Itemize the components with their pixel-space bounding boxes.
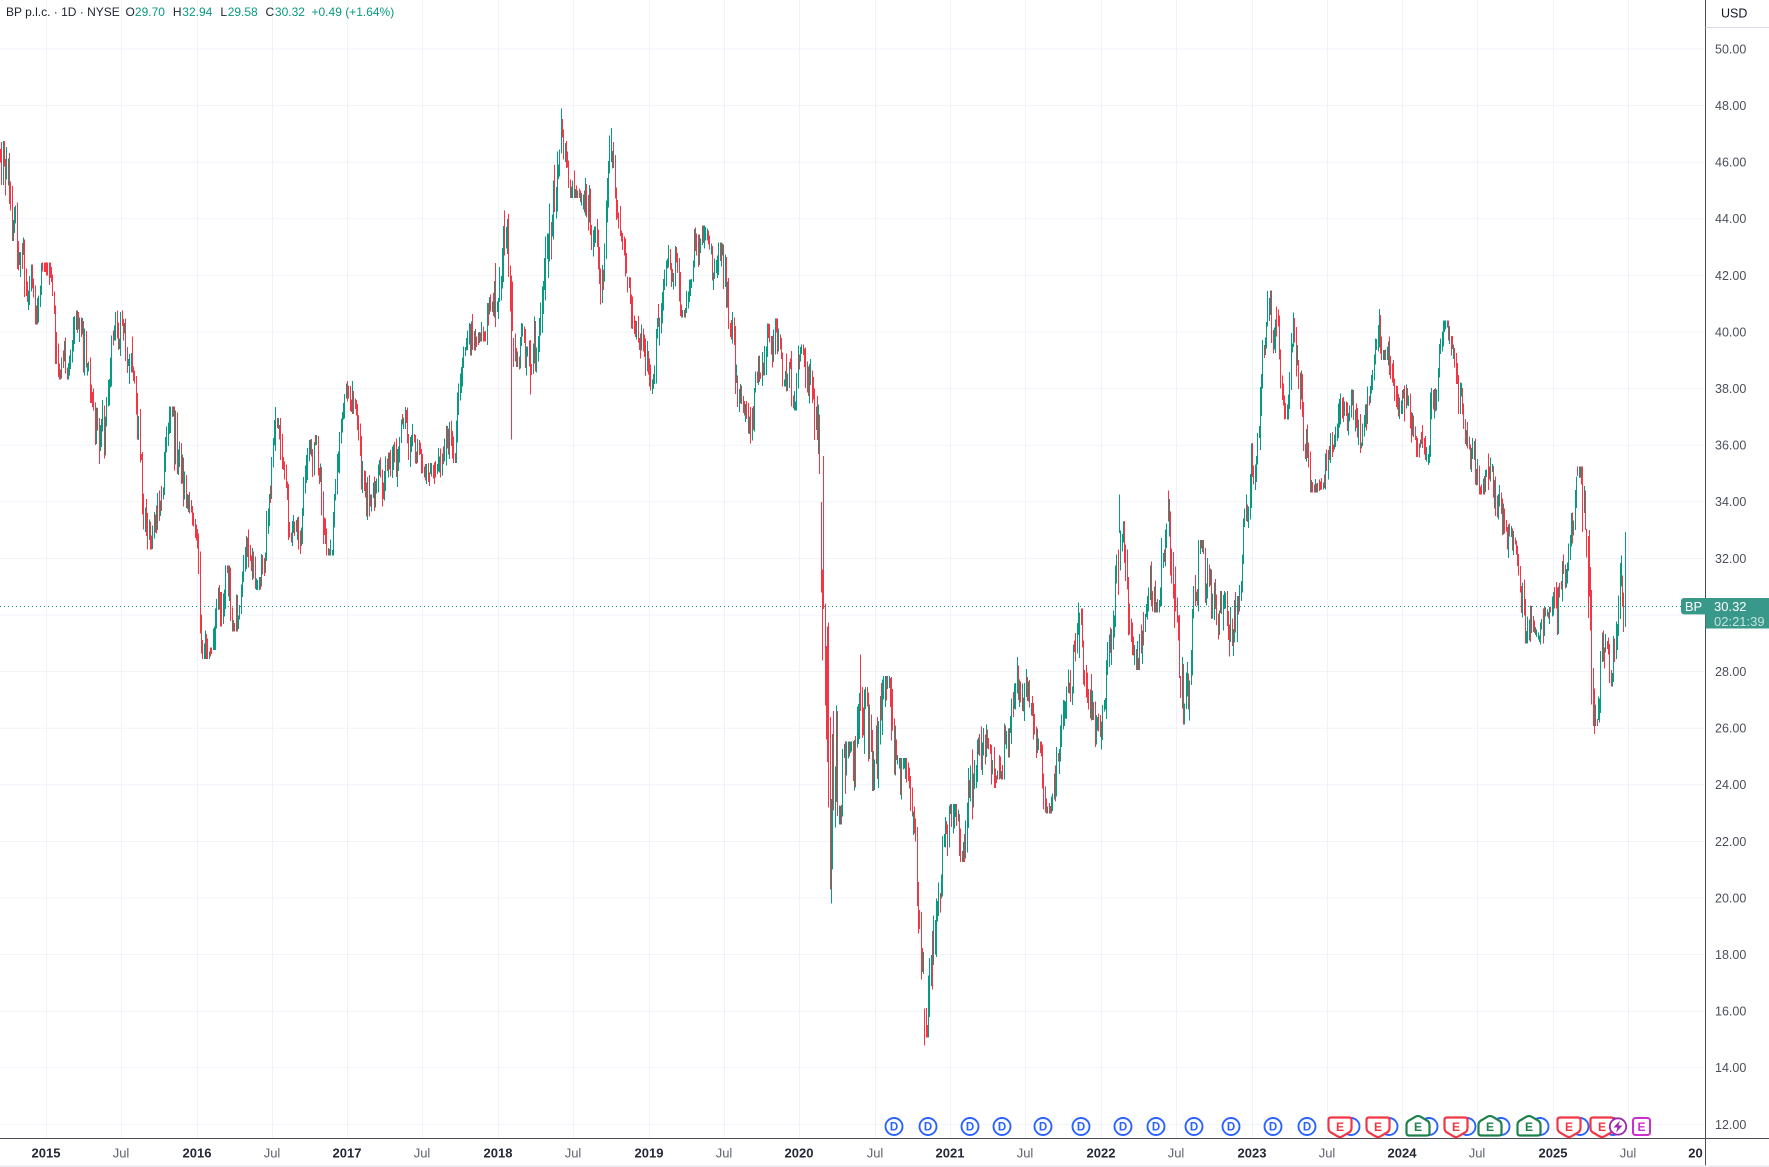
svg-text:20.00: 20.00: [1715, 891, 1746, 905]
svg-text:Jul: Jul: [1168, 1146, 1185, 1161]
svg-text:D: D: [1152, 1122, 1160, 1134]
svg-text:2020: 2020: [785, 1146, 814, 1161]
svg-text:30.32: 30.32: [1714, 599, 1747, 614]
svg-text:H: H: [173, 5, 182, 19]
svg-text:18.00: 18.00: [1715, 948, 1746, 962]
svg-text:E: E: [1486, 1120, 1494, 1134]
svg-text:Jul: Jul: [1469, 1146, 1486, 1161]
svg-text:2017: 2017: [333, 1146, 362, 1161]
svg-text:32.94: 32.94: [182, 5, 212, 19]
svg-text:30.32: 30.32: [275, 5, 305, 19]
svg-text:L: L: [220, 5, 227, 19]
svg-text:Jul: Jul: [113, 1146, 130, 1161]
svg-text:Jul: Jul: [1017, 1146, 1034, 1161]
svg-text:D: D: [1269, 1122, 1277, 1134]
svg-text:38.00: 38.00: [1715, 382, 1746, 396]
svg-text:46.00: 46.00: [1715, 156, 1746, 170]
svg-text:Jul: Jul: [1620, 1146, 1637, 1161]
svg-text:D: D: [890, 1122, 898, 1134]
svg-text:BP: BP: [1685, 599, 1702, 614]
svg-text:D: D: [966, 1122, 974, 1134]
svg-text:12.00: 12.00: [1715, 1118, 1746, 1132]
svg-text:22.00: 22.00: [1715, 835, 1746, 849]
svg-text:Jul: Jul: [716, 1146, 733, 1161]
svg-text:USD: USD: [1721, 7, 1747, 21]
svg-text:D: D: [998, 1122, 1006, 1134]
svg-text:44.00: 44.00: [1715, 212, 1746, 226]
svg-text:D: D: [1303, 1122, 1311, 1134]
svg-text:2016: 2016: [183, 1146, 212, 1161]
svg-text:2018: 2018: [484, 1146, 513, 1161]
svg-text:2015: 2015: [32, 1146, 61, 1161]
svg-text:16.00: 16.00: [1715, 1005, 1746, 1019]
svg-text:29.58: 29.58: [228, 5, 258, 19]
svg-text:C: C: [266, 5, 275, 19]
svg-text:Jul: Jul: [414, 1146, 431, 1161]
svg-text:32.00: 32.00: [1715, 552, 1746, 566]
svg-text:Jul: Jul: [1319, 1146, 1336, 1161]
svg-text:14.00: 14.00: [1715, 1061, 1746, 1075]
svg-text:42.00: 42.00: [1715, 269, 1746, 283]
svg-text:E: E: [1452, 1120, 1460, 1134]
svg-text:40.00: 40.00: [1715, 325, 1746, 339]
svg-text:D: D: [1227, 1122, 1235, 1134]
svg-text:E: E: [1565, 1120, 1573, 1134]
svg-text:2022: 2022: [1087, 1146, 1116, 1161]
svg-text:Jul: Jul: [565, 1146, 582, 1161]
svg-text:2019: 2019: [635, 1146, 664, 1161]
svg-text:D: D: [1119, 1122, 1127, 1134]
svg-text:Jul: Jul: [867, 1146, 884, 1161]
svg-text:2023: 2023: [1238, 1146, 1267, 1161]
svg-text:D: D: [1077, 1122, 1085, 1134]
svg-text:50.00: 50.00: [1715, 42, 1746, 56]
svg-text:+0.49 (+1.64%): +0.49 (+1.64%): [312, 5, 395, 19]
svg-text:36.00: 36.00: [1715, 439, 1746, 453]
svg-text:O: O: [126, 5, 135, 19]
svg-text:E: E: [1525, 1120, 1533, 1134]
svg-text:E: E: [1414, 1120, 1422, 1134]
svg-text:2021: 2021: [936, 1146, 965, 1161]
svg-text:02:21:39: 02:21:39: [1714, 614, 1765, 629]
svg-text:E: E: [1598, 1120, 1606, 1134]
svg-text:20: 20: [1688, 1146, 1702, 1161]
svg-text:E: E: [1637, 1120, 1645, 1134]
svg-text:28.00: 28.00: [1715, 665, 1746, 679]
svg-text:E: E: [1336, 1120, 1344, 1134]
svg-text:D: D: [1039, 1122, 1047, 1134]
svg-text:2025: 2025: [1539, 1146, 1568, 1161]
svg-text:D: D: [1190, 1122, 1198, 1134]
svg-text:29.70: 29.70: [135, 5, 165, 19]
svg-text:48.00: 48.00: [1715, 99, 1746, 113]
svg-text:Jul: Jul: [264, 1146, 281, 1161]
svg-text:26.00: 26.00: [1715, 722, 1746, 736]
svg-text:24.00: 24.00: [1715, 778, 1746, 792]
svg-text:BP p.l.c. · 1D · NYSE: BP p.l.c. · 1D · NYSE: [6, 5, 120, 19]
svg-text:D: D: [924, 1122, 932, 1134]
svg-text:2024: 2024: [1388, 1146, 1418, 1161]
svg-text:34.00: 34.00: [1715, 495, 1746, 509]
svg-text:E: E: [1374, 1120, 1382, 1134]
